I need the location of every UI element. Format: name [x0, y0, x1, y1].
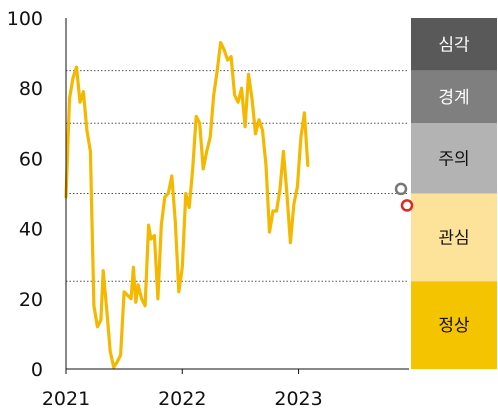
x-tick-label: 2021: [42, 388, 90, 410]
zone-label-3: 주의: [438, 149, 469, 169]
zone-block-5: [411, 281, 497, 369]
y-tick-label: 20: [19, 289, 43, 311]
zone-label-5: 정상: [438, 316, 470, 336]
zone-block-1: [411, 18, 497, 71]
axes: [65, 18, 409, 370]
gridlines: [66, 70, 409, 282]
y-tick-label: 60: [19, 148, 43, 170]
y-tick-label: 80: [19, 78, 43, 100]
y-tick-label: 100: [7, 8, 43, 30]
zone-block-2: [411, 70, 497, 124]
marker-group: [394, 182, 414, 212]
zone-block-3: [411, 123, 497, 194]
zone-block-4: [411, 193, 497, 282]
gray-point-marker: [394, 182, 408, 196]
series-group: [64, 40, 310, 369]
zone-label-4: 관심: [438, 228, 469, 248]
y-tick-label: 0: [31, 359, 43, 381]
y-tick-labels: 0 20 40 60 80 100: [7, 8, 43, 381]
x-tick-label: 2023: [274, 388, 322, 410]
red-point-marker: [400, 199, 414, 212]
x-tick-label: 2022: [158, 388, 206, 410]
zone-label-1: 심각: [438, 35, 470, 55]
zone-label-2: 경계: [438, 88, 469, 108]
x-tick-labels: 2021 2022 2023: [42, 369, 323, 410]
series-line-1: [64, 40, 310, 369]
y-tick-label: 40: [19, 219, 43, 241]
